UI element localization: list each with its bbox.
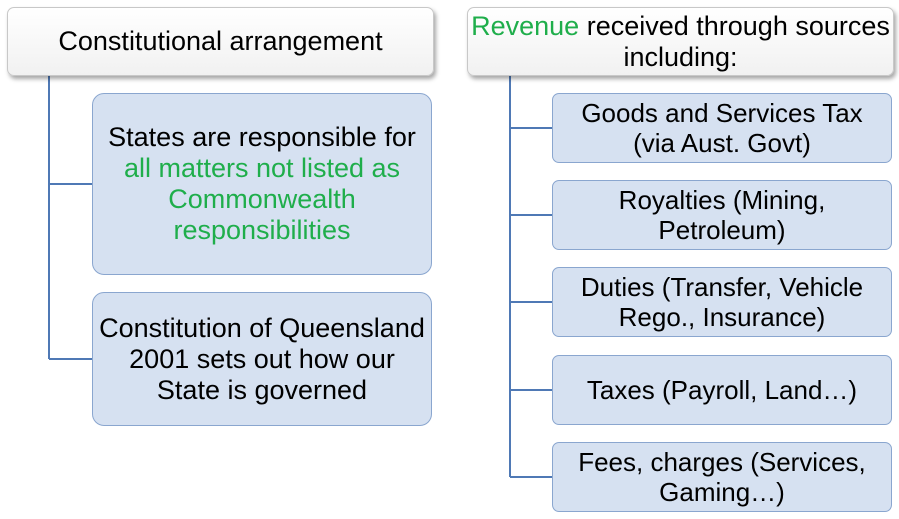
revenue-source-box: Goods and Services Tax (via Aust. Govt) xyxy=(552,93,892,163)
revenue-source-text: Duties (Transfer, Vehicle Rego., Insuran… xyxy=(580,272,864,332)
constitutional-arrangement-header: Constitutional arrangement xyxy=(7,7,434,76)
highlighted-text: all matters not listed as Commonwealth r… xyxy=(123,153,401,245)
revenue-source-box: Duties (Transfer, Vehicle Rego., Insuran… xyxy=(552,267,892,337)
revenue-source-text: Royalties (Mining, Petroleum) xyxy=(618,185,826,245)
revenue-sources-header: Revenue received through sources includi… xyxy=(467,7,894,76)
header-rest: received through sources including: xyxy=(579,10,890,72)
constitution-queensland-box: Constitution of Queensland 2001 sets out… xyxy=(92,292,432,426)
plain-text: States are responsible for xyxy=(108,122,416,152)
revenue-source-box: Fees, charges (Services, Gaming…) xyxy=(552,442,892,512)
states-responsibility-text: States are responsible for all matters n… xyxy=(99,122,425,246)
constitution-queensland-text: Constitution of Queensland 2001 sets out… xyxy=(99,312,425,405)
header-label: Revenue received through sources includi… xyxy=(468,11,893,73)
revenue-source-box: Royalties (Mining, Petroleum) xyxy=(552,180,892,250)
revenue-source-text: Fees, charges (Services, Gaming…) xyxy=(578,447,866,507)
states-responsibility-box: States are responsible for all matters n… xyxy=(92,93,432,275)
revenue-source-text: Taxes (Payroll, Land…) xyxy=(586,375,858,405)
revenue-highlight: Revenue xyxy=(471,10,580,41)
revenue-source-box: Taxes (Payroll, Land…) xyxy=(552,355,892,425)
header-label: Constitutional arrangement xyxy=(58,26,383,56)
revenue-source-text: Goods and Services Tax (via Aust. Govt) xyxy=(581,98,863,158)
